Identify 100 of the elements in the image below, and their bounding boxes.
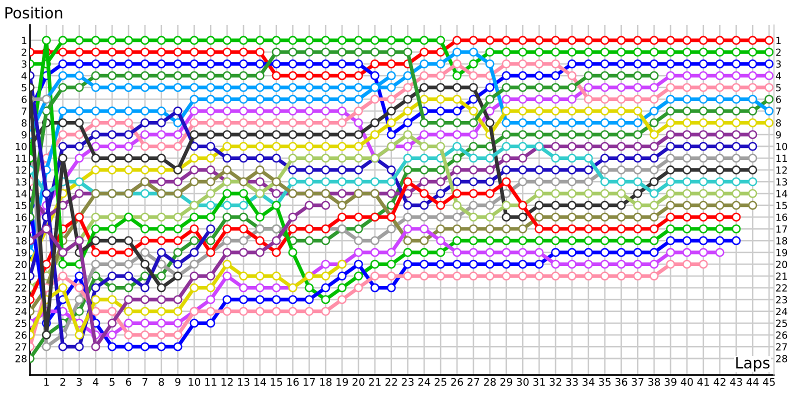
y2-tick-label: 23 — [776, 296, 787, 304]
x-tick-label: 11 — [205, 378, 216, 386]
y-axis-title: Position — [5, 6, 62, 19]
y-tick-label: 15 — [16, 202, 26, 210]
y-tick-label: 4 — [22, 72, 27, 80]
x-tick-label: 10 — [188, 378, 200, 386]
x-tick-label: 26 — [451, 378, 463, 386]
x-tick-label: 9 — [175, 378, 180, 386]
x-tick-label: 21 — [369, 378, 381, 386]
y2-tick-label: 12 — [776, 166, 787, 174]
y-tick-label: 2 — [22, 48, 26, 56]
x-tick-label: 34 — [582, 378, 594, 386]
y-tick-label: 6 — [22, 96, 27, 104]
x-tick-label: 31 — [533, 378, 545, 386]
x-tick-label: 17 — [304, 378, 315, 386]
x-tick-label: 20 — [352, 378, 364, 386]
y2-tick-label: 1 — [776, 36, 781, 44]
x-tick-label: 3 — [76, 378, 82, 386]
x-tick-label: 22 — [385, 378, 397, 386]
x-tick-label: 29 — [500, 378, 512, 386]
y-tick-label: 5 — [22, 84, 26, 92]
y2-tick-label: 4 — [776, 72, 782, 80]
y2-tick-label: 6 — [776, 96, 781, 104]
y2-tick-label: 18 — [776, 237, 788, 244]
y2-tick-label: 16 — [776, 214, 788, 221]
x-tick-label: 37 — [632, 378, 644, 386]
x-tick-label: 28 — [484, 378, 496, 386]
x-tick-label: 32 — [550, 378, 562, 386]
x-tick-label: 43 — [730, 378, 742, 386]
y-tick-label: 17 — [16, 225, 26, 233]
x-tick-label: 2 — [60, 378, 66, 386]
x-tick-label: 27 — [468, 378, 480, 386]
y2-tick-label: 5 — [776, 84, 781, 92]
x-tick-label: 36 — [615, 378, 628, 386]
y-tick-label: 9 — [22, 131, 27, 138]
y-tick-label: 1 — [22, 36, 26, 44]
x-tick-label: 15 — [270, 378, 282, 386]
x-tick-label: 19 — [336, 378, 348, 386]
y-tick-label: 13 — [16, 178, 26, 186]
x-tick-label: 45 — [762, 378, 775, 386]
y2-tick-label: 3 — [776, 60, 781, 68]
y-tick-label: 23 — [16, 296, 26, 304]
y2-tick-label: 15 — [776, 202, 787, 210]
x-tick-label: 44 — [746, 378, 759, 386]
x-tick-label: 33 — [566, 378, 578, 386]
x-tick-label: 40 — [680, 378, 693, 386]
x-axis-title: Laps — [736, 357, 770, 372]
y-tick-label: 11 — [16, 154, 26, 162]
x-tick-label: 5 — [110, 378, 115, 386]
x-tick-label: 1 — [44, 378, 49, 386]
y-tick-label: 26 — [16, 331, 27, 339]
y2-tick-label: 11 — [776, 154, 787, 162]
y-tick-label: 20 — [16, 260, 27, 268]
y-tick-label: 3 — [22, 60, 26, 68]
y2-tick-label: 26 — [776, 331, 788, 339]
y-tick-label: 10 — [16, 142, 27, 150]
y-tick-label: 28 — [16, 354, 27, 362]
y-tick-label: 27 — [16, 343, 26, 350]
y-tick-label: 21 — [16, 272, 26, 280]
y2-tick-label: 27 — [776, 343, 787, 350]
x-tick-label: 41 — [697, 378, 710, 386]
y-tick-label: 24 — [16, 308, 27, 316]
x-tick-label: 6 — [126, 378, 132, 386]
y-tick-label: 7 — [22, 108, 26, 115]
x-tick-label: 8 — [158, 378, 164, 386]
y2-tick-label: 10 — [776, 142, 788, 150]
x-tick-label: 18 — [320, 378, 332, 386]
y2-tick-label: 28 — [776, 354, 788, 362]
y2-tick-label: 24 — [776, 308, 788, 316]
x-tick-label: 4 — [92, 378, 98, 386]
y2-tick-label: 8 — [776, 119, 781, 127]
x-tick-label: 42 — [714, 378, 726, 386]
y-tick-label: 8 — [22, 119, 27, 127]
x-tick-label: 13 — [238, 378, 250, 386]
y2-tick-label: 7 — [776, 108, 781, 115]
x-tick-label: 25 — [434, 378, 446, 386]
x-tick-label: 7 — [142, 378, 148, 386]
y2-tick-label: 25 — [776, 320, 787, 327]
y2-tick-label: 17 — [776, 225, 787, 233]
y2-tick-label: 13 — [776, 178, 787, 186]
x-tick-label: 12 — [222, 378, 233, 386]
y2-tick-label: 21 — [776, 272, 787, 280]
y2-tick-label: 20 — [776, 260, 788, 268]
x-tick-label: 39 — [664, 378, 676, 386]
y-tick-label: 14 — [16, 190, 27, 198]
y2-tick-label: 14 — [776, 190, 788, 198]
y-tick-label: 19 — [16, 248, 27, 256]
y2-tick-label: 9 — [776, 131, 781, 138]
y2-tick-label: 19 — [776, 248, 788, 256]
x-tick-label: 24 — [418, 378, 430, 386]
y-tick-label: 16 — [16, 214, 27, 221]
y-tick-label: 18 — [16, 237, 27, 244]
x-tick-label: 35 — [599, 378, 611, 386]
x-tick-label: 14 — [254, 378, 266, 386]
x-tick-label: 23 — [402, 378, 414, 386]
y-tick-label: 22 — [16, 284, 26, 292]
y2-tick-label: 2 — [776, 48, 781, 56]
x-tick-label: 16 — [287, 378, 299, 386]
y-tick-label: 25 — [16, 320, 26, 327]
x-tick-label: 30 — [516, 378, 529, 386]
